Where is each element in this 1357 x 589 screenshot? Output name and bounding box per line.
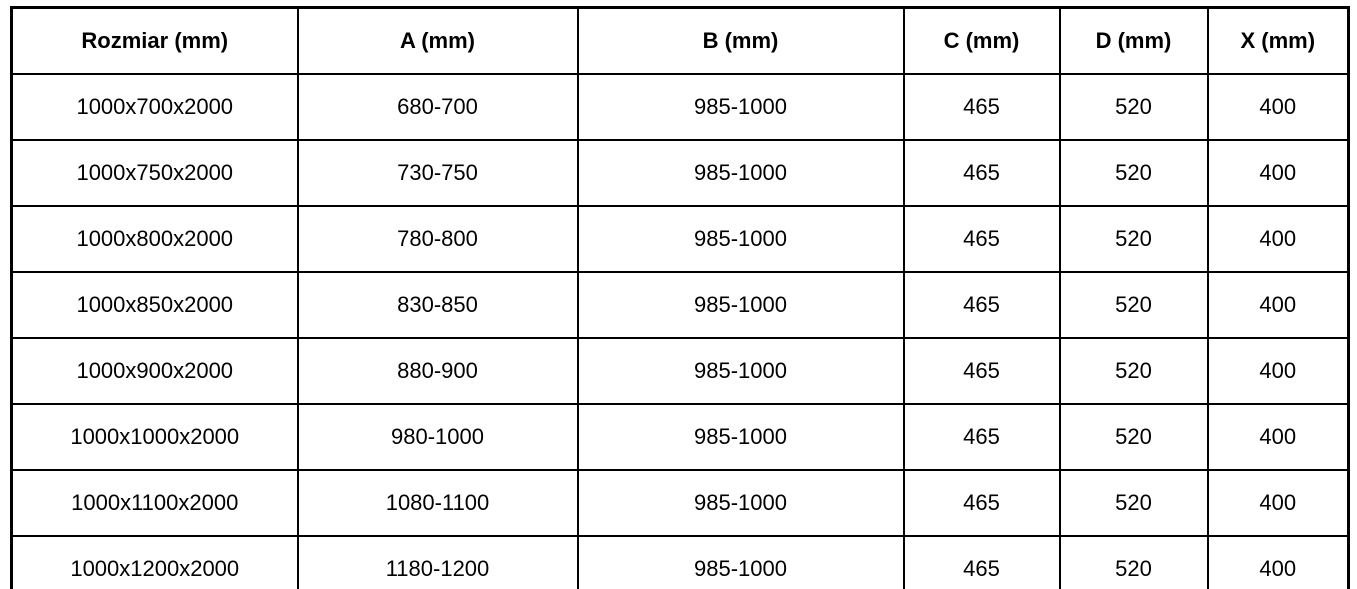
table-cell: 985-1000 [576, 337, 905, 405]
table-cell: 985-1000 [576, 469, 905, 537]
table-cell: 465 [902, 271, 1061, 339]
size-table: Rozmiar (mm) A (mm) B (mm) C (mm) D (mm) X (m… [10, 6, 1350, 589]
table-cell: 985-1000 [576, 139, 905, 207]
header-row: Rozmiar (mm) A (mm) B (mm) C (mm) D (mm) X (m… [10, 6, 1350, 75]
table-cell: 980-1000 [296, 403, 579, 471]
table-cell: 465 [902, 73, 1061, 141]
table-cell: 880-900 [296, 337, 579, 405]
table-cell: 465 [902, 469, 1061, 537]
table-cell: 1080-1100 [296, 469, 579, 537]
table-cell: 520 [1058, 535, 1209, 589]
table-cell: 680-700 [296, 73, 579, 141]
table-cell: 520 [1058, 337, 1209, 405]
table-cell: 520 [1058, 205, 1209, 273]
table-cell: 1000x700x2000 [10, 73, 299, 141]
table-cell: 400 [1206, 271, 1350, 339]
table-cell: 985-1000 [576, 73, 905, 141]
table-cell: 780-800 [296, 205, 579, 273]
table-cell: 985-1000 [576, 205, 905, 273]
table-cell: 1000x850x2000 [10, 271, 299, 339]
table-cell: 400 [1206, 139, 1350, 207]
table-header: Rozmiar (mm) A (mm) B (mm) C (mm) D (mm) X (m… [10, 6, 1350, 75]
table-row: 1000x1100x2000 1080-1100 985-1000 465 520 400 [10, 469, 1350, 537]
table-cell: 520 [1058, 469, 1209, 537]
table-cell: 400 [1206, 73, 1350, 141]
table-cell: 985-1000 [576, 271, 905, 339]
column-header: B (mm) [576, 6, 905, 75]
table-cell: 465 [902, 403, 1061, 471]
table-cell: 830-850 [296, 271, 579, 339]
table-cell: 1180-1200 [296, 535, 579, 589]
table-row: 1000x900x2000 880-900 985-1000 465 520 400 [10, 337, 1350, 405]
table-cell: 520 [1058, 271, 1209, 339]
table-cell: 465 [902, 205, 1061, 273]
table-cell: 1000x750x2000 [10, 139, 299, 207]
column-header: Rozmiar (mm) [10, 6, 299, 75]
table-cell: 730-750 [296, 139, 579, 207]
column-header: C (mm) [902, 6, 1061, 75]
table-cell: 1000x1200x2000 [10, 535, 299, 589]
table-cell: 465 [902, 139, 1061, 207]
table-cell: 465 [902, 535, 1061, 589]
table-cell: 400 [1206, 535, 1350, 589]
table-cell: 400 [1206, 205, 1350, 273]
table-cell: 400 [1206, 337, 1350, 405]
table-cell: 1000x900x2000 [10, 337, 299, 405]
table-cell: 520 [1058, 139, 1209, 207]
table-cell: 520 [1058, 73, 1209, 141]
table-cell: 520 [1058, 403, 1209, 471]
table-row: 1000x1200x2000 1180-1200 985-1000 465 520 400 [10, 535, 1350, 589]
column-header: X (mm) [1206, 6, 1350, 75]
table-row: 1000x850x2000 830-850 985-1000 465 520 400 [10, 271, 1350, 339]
table-row: 1000x1000x2000 980-1000 985-1000 465 520 400 [10, 403, 1350, 471]
column-header: D (mm) [1058, 6, 1209, 75]
table-cell: 985-1000 [576, 535, 905, 589]
table-cell: 400 [1206, 403, 1350, 471]
table-cell: 400 [1206, 469, 1350, 537]
table-row: 1000x750x2000 730-750 985-1000 465 520 400 [10, 139, 1350, 207]
table-cell: 465 [902, 337, 1061, 405]
table-cell: 1000x1000x2000 [10, 403, 299, 471]
table-row: 1000x700x2000 680-700 985-1000 465 520 400 [10, 73, 1350, 141]
table-body: 1000x700x2000 680-700 985-1000 465 520 400 100… [10, 73, 1350, 589]
table-cell: 1000x1100x2000 [10, 469, 299, 537]
table-row: 1000x800x2000 780-800 985-1000 465 520 400 [10, 205, 1350, 273]
table-cell: 985-1000 [576, 403, 905, 471]
column-header: A (mm) [296, 6, 579, 75]
table-cell: 1000x800x2000 [10, 205, 299, 273]
